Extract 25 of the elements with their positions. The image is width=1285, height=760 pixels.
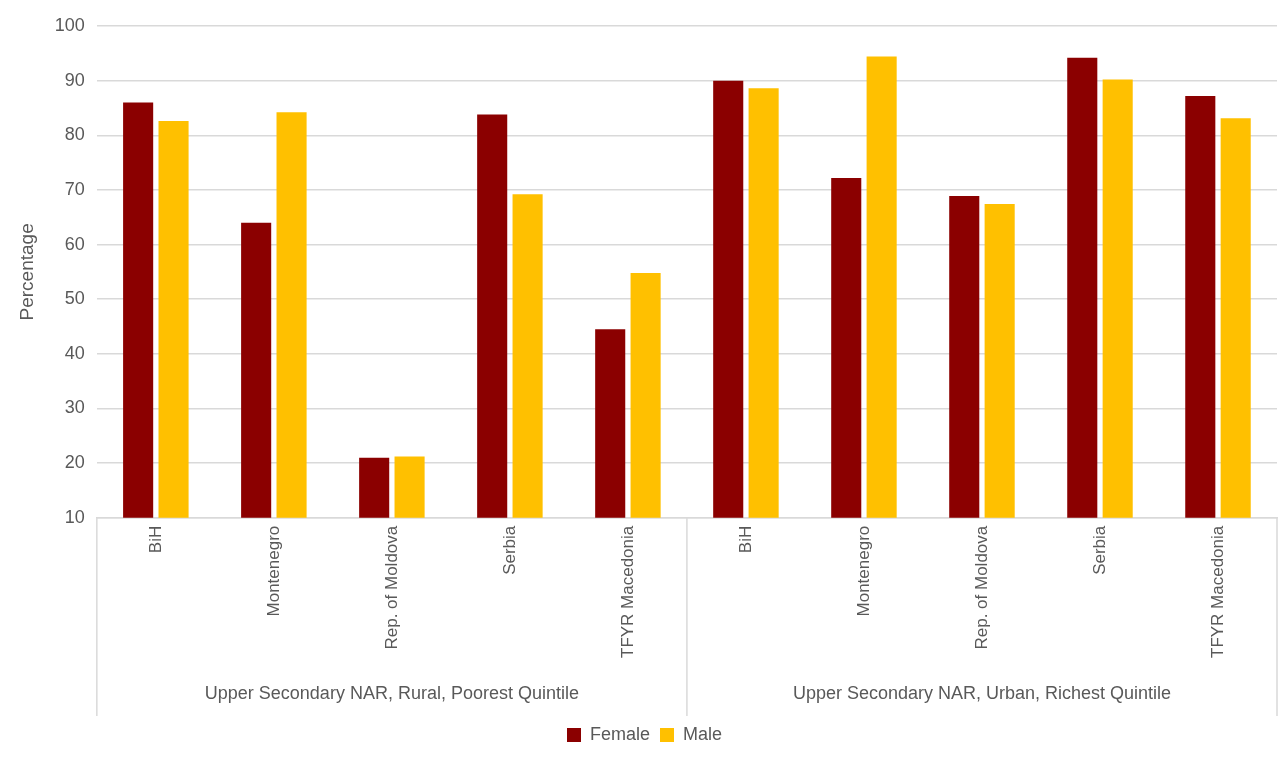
x-tick-label: TFYR Macedonia xyxy=(617,525,637,659)
y-tick-label: 70 xyxy=(64,178,85,199)
x-tick-label: Serbia xyxy=(499,525,519,575)
y-tick-label: 10 xyxy=(64,506,85,527)
x-tick-label: BiH xyxy=(735,525,755,554)
x-tick-label: TFYR Macedonia xyxy=(1207,525,1227,659)
legend-label: Female xyxy=(589,723,651,744)
y-tick-label: 60 xyxy=(64,233,85,254)
y-tick-label: 100 xyxy=(54,14,85,35)
text: Upper Secondary NAR, Urban, Richest Quintile xyxy=(792,682,1172,703)
x-tick-label: Rep. of Moldova xyxy=(381,525,401,650)
y-axis-title: Percentage xyxy=(15,223,37,321)
y-tick-label: 20 xyxy=(64,452,85,473)
x-tick-label: Montenegro xyxy=(853,525,873,617)
x-tick-label: Rep. of Moldova xyxy=(971,525,991,650)
x-tick-label: BiH xyxy=(145,525,165,554)
y-tick-label: 80 xyxy=(64,124,85,145)
x-tick-label: Montenegro xyxy=(263,525,283,617)
text: Upper Secondary NAR, Rural, Poorest Quintile xyxy=(204,682,579,703)
x-tick-label: Serbia xyxy=(1089,525,1109,575)
legend-label: Male xyxy=(683,723,723,744)
y-tick-label: 30 xyxy=(64,397,85,418)
y-tick-label: 50 xyxy=(64,288,85,309)
y-tick-label: 90 xyxy=(64,69,85,90)
y-tick-label: 40 xyxy=(64,342,85,363)
